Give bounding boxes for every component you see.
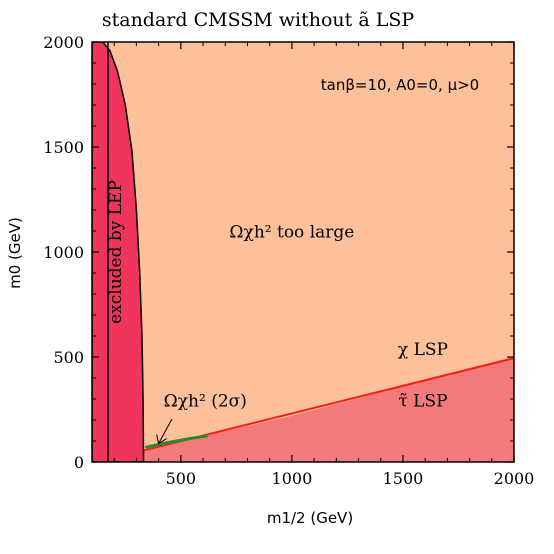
- lep-excluded-region: [92, 42, 145, 462]
- axis-ticks: 500 1000 1500 2000 0 500 1000 1500 2000: [43, 33, 534, 488]
- y-tick-label: 2000: [43, 33, 84, 52]
- chart-title: standard CMSSM without ã LSP: [102, 9, 414, 31]
- annotation-stau-lsp: τ̃ LSP: [398, 391, 447, 411]
- relic-density-band: [144, 434, 208, 449]
- y-tick-label: 500: [53, 348, 84, 367]
- y-tick-label: 1500: [43, 138, 84, 157]
- x-axis-label: m1/2 (GeV): [267, 509, 353, 527]
- y-axis-label: m0 (GeV): [6, 217, 24, 289]
- y-tick-label: 0: [74, 453, 84, 472]
- x-tick-label: 1000: [272, 469, 313, 488]
- x-tick-label: 1500: [383, 469, 424, 488]
- y-tick-label: 1000: [43, 243, 84, 262]
- parameters-label: tanβ=10, A0=0, μ>0: [321, 76, 479, 94]
- annotation-chi-lsp: χ LSP: [398, 340, 448, 360]
- annotation-excluded-by-lep: excluded by LEP: [106, 180, 126, 324]
- band-pointer-arrow: [156, 418, 173, 445]
- annotation-omega-2sigma: Ωχh² (2σ): [164, 391, 247, 411]
- annotation-omega-too-large: Ωχh² too large: [229, 222, 354, 242]
- plot-area: [92, 42, 514, 462]
- stau-lsp-region: [143, 358, 514, 462]
- x-tick-label: 2000: [494, 469, 535, 488]
- x-tick-label: 500: [166, 469, 197, 488]
